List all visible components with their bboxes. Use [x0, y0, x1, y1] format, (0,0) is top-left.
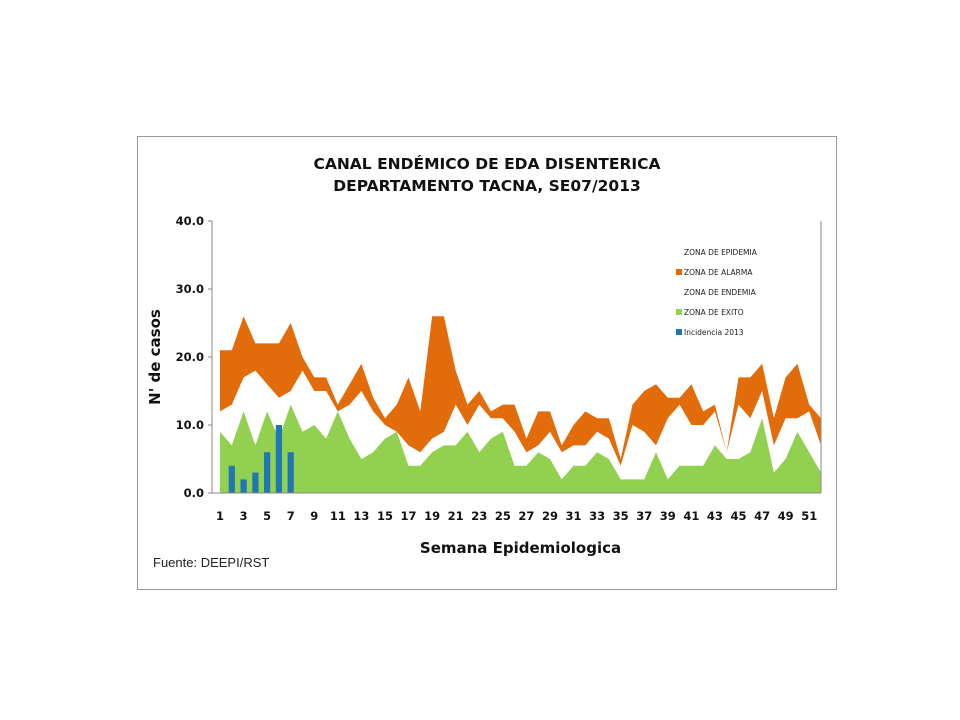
incidencia-bar	[240, 479, 247, 493]
legend: ZONA DE EPIDEMIA ZONA DE ALARMA ZONA DE EN…	[676, 248, 758, 337]
incidencia-bar	[252, 472, 259, 493]
x-tick-label: 21	[448, 509, 464, 523]
x-tick-label: 49	[778, 509, 794, 523]
source-note: Fuente: DEEPI/RST	[153, 555, 270, 570]
chart-title-line-2: DEPARTAMENTO TACNA, SE07/2013	[333, 177, 641, 195]
x-tick-label: 19	[424, 509, 440, 523]
legend-incidencia-label: Incidencia 2013	[684, 328, 744, 337]
y-axis-title: N' de casos	[146, 309, 164, 405]
y-tick-label: 40.0	[176, 214, 204, 228]
x-tick-label: 47	[754, 509, 770, 523]
incidencia-bar	[264, 452, 271, 493]
legend-incidencia-swatch	[676, 329, 682, 335]
x-tick-label: 25	[495, 509, 511, 523]
legend-endemia-swatch	[676, 289, 682, 295]
y-tick-labels: 0.0 10.0 20.0 30.0 40.0	[176, 214, 204, 500]
legend-exito-swatch	[676, 309, 682, 315]
axes	[208, 220, 822, 494]
x-tick-label: 3	[240, 509, 248, 523]
chart-plot: 0.010.020.030.040.0 1 3 5 7 9 11 13 15 17 19 21 23 2…	[146, 214, 822, 557]
y-tick-label: 30.0	[176, 282, 204, 296]
incidencia-bar	[228, 465, 235, 493]
x-tick-label: 15	[377, 509, 393, 523]
legend-alarma-label: ZONA DE ALARMA	[684, 268, 753, 277]
x-tick-label: 5	[263, 509, 271, 523]
area-zona-exito	[220, 404, 821, 493]
y-tick-label: 10.0	[176, 418, 204, 432]
legend-epidemia-swatch	[676, 249, 682, 255]
x-tick-label: 45	[731, 509, 747, 523]
x-tick-label: 51	[801, 509, 817, 523]
chart-title-line-1: CANAL ENDÉMICO DE EDA DISENTERICA	[313, 155, 661, 173]
legend-endemia-label: ZONA DE ENDEMIA	[684, 288, 757, 297]
bar-series	[228, 425, 294, 493]
x-tick-label: 1	[216, 509, 224, 523]
x-tick-label: 7	[287, 509, 295, 523]
incidencia-bar	[287, 452, 294, 493]
x-tick-label: 41	[683, 509, 699, 523]
x-tick-label: 33	[589, 509, 605, 523]
x-tick-label: 37	[636, 509, 652, 523]
chart-title: CANAL ENDÉMICO DE EDA DISENTERICA DEPART…	[138, 153, 836, 197]
legend-alarma-swatch	[676, 269, 682, 275]
chart-frame: CANAL ENDÉMICO DE EDA DISENTERICA DEPART…	[137, 136, 837, 590]
legend-exito-label: ZONA DE EXITO	[684, 308, 744, 317]
y-tick-label: 20.0	[176, 350, 204, 364]
x-tick-label: 11	[330, 509, 346, 523]
incidencia-bar	[275, 425, 282, 493]
x-tick-label: 23	[471, 509, 487, 523]
y-tick-label: 0.0	[184, 486, 204, 500]
x-tick-label: 27	[518, 509, 534, 523]
x-tick-label: 35	[613, 509, 629, 523]
legend-epidemia-label: ZONA DE EPIDEMIA	[684, 248, 758, 257]
x-tick-label: 39	[660, 509, 676, 523]
x-tick-label: 17	[401, 509, 417, 523]
x-tick-label: 13	[353, 509, 369, 523]
x-tick-label: 43	[707, 509, 723, 523]
x-tick-labels: 1 3 5 7 9 11 13 15 17 19 21 23 25 27 29 31 33 35 37 39 41 43 4…	[216, 509, 817, 523]
x-tick-label: 31	[566, 509, 582, 523]
x-tick-label: 9	[310, 509, 318, 523]
x-axis-title: Semana Epidemiologica	[420, 539, 621, 557]
x-tick-label: 29	[542, 509, 558, 523]
area-series	[220, 316, 821, 493]
